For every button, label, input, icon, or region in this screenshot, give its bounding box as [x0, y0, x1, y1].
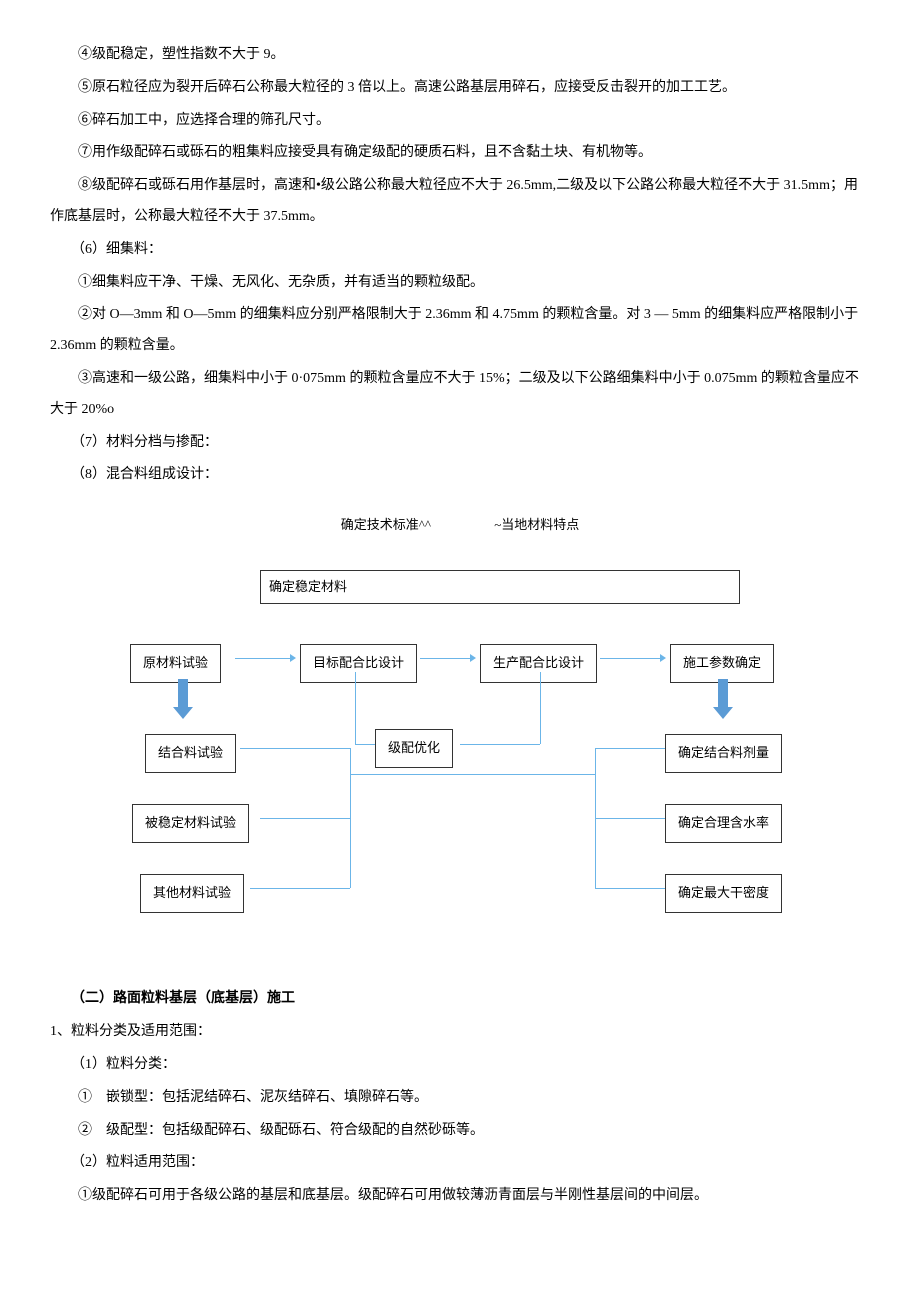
flowchart-container: 原材料试验 目标配合比设计 生产配合比设计 施工参数确定 结合料试验 级配优化 … [120, 644, 800, 944]
paragraph-6-1: ①细集料应干净、干燥、无风化、无杂质，并有适当的颗粒级配。 [50, 268, 870, 299]
diagram-stable-material-box: 确定稳定材料 [260, 570, 740, 605]
flowchart-line-mid-right-r4 [595, 888, 665, 889]
paragraph-6-3: ③高速和一级公路，细集料中小于 0·075mm 的颗粒含量应不大于 15%；二级… [50, 364, 870, 426]
flowchart-line-mid-left-r4 [250, 888, 350, 889]
section-2-s4: ② 级配型：包括级配碎石、级配砾石、符合级配的自然砂砾等。 [50, 1116, 870, 1147]
flowchart-box-determine-water-content: 确定合理含水率 [665, 804, 782, 843]
flowchart-down-arrow-left [175, 679, 191, 719]
flowchart-box-determine-binder-dose: 确定结合料剂量 [665, 734, 782, 773]
flowchart-line-mid-right-r2 [595, 748, 665, 749]
diagram-header-right: ~当地材料特点 [494, 511, 579, 540]
flowchart-line-mid-connect [350, 774, 595, 775]
paragraph-6-2: ②对 O—3mm 和 O—5mm 的细集料应分别严格限制大于 2.36mm 和 … [50, 300, 870, 362]
flowchart-line-mid-right-r3 [595, 818, 665, 819]
flowchart-line-b2-down [355, 672, 356, 744]
section-2-s3: ① 嵌锁型：包括泥结碎石、泥灰结碎石、填隙碎石等。 [50, 1083, 870, 1114]
paragraph-5: ⑤原石粒径应为裂开后碎石公称最大粒径的 3 倍以上。高速公路基层用碎石，应接受反… [50, 73, 870, 104]
flowchart-line-b3-h [460, 744, 540, 745]
paragraph-7: ⑦用作级配碎石或砾石的粗集料应接受具有确定级配的硬质石料，且不含黏土块、有机物等… [50, 138, 870, 169]
flowchart-box-raw-material-test: 原材料试验 [130, 644, 221, 683]
flowchart-arrow-1-2 [235, 658, 290, 659]
flowchart-line-mid-left-r3 [260, 818, 350, 819]
flowchart-box-production-mix-design: 生产配合比设计 [480, 644, 597, 683]
flowchart-box-gradation-opt: 级配优化 [375, 729, 453, 768]
section-2-s2: （1）粒料分类： [50, 1050, 870, 1081]
flowchart-box-target-mix-design: 目标配合比设计 [300, 644, 417, 683]
section-2-s1: 1、粒料分类及适用范围： [50, 1017, 870, 1048]
diagram-header-text: 确定技术标准^^ ~当地材料特点 [50, 511, 870, 540]
paragraph-4: ④级配稳定，塑性指数不大于 9。 [50, 40, 870, 71]
paragraph-8: ⑧级配碎石或砾石用作基层时，高速和•级公路公称最大粒径应不大于 26.5mm,二… [50, 171, 870, 233]
flowchart-box-other-material-test: 其他材料试验 [140, 874, 244, 913]
flowchart-line-b2-h [355, 744, 375, 745]
section-2-s6: ①级配碎石可用于各级公路的基层和底基层。级配碎石可用做较薄沥青面层与半刚性基层间… [50, 1181, 870, 1212]
flowchart-line-mid-v [350, 748, 351, 888]
paragraph-6: ⑥碎石加工中，应选择合理的筛孔尺寸。 [50, 106, 870, 137]
flowchart-down-arrow-right [715, 679, 731, 719]
paragraph-section-7: （7）材料分档与掺配： [50, 428, 870, 459]
flowchart-line-b3-down [540, 672, 541, 744]
section-2-title: （二）路面粒料基层（底基层）施工 [50, 984, 870, 1015]
flowchart-box-determine-max-density: 确定最大干密度 [665, 874, 782, 913]
paragraph-section-8: （8）混合料组成设计： [50, 460, 870, 491]
diagram-header-left: 确定技术标准^^ [341, 511, 431, 540]
section-2-s5: （2）粒料适用范围： [50, 1148, 870, 1179]
flowchart-box-binder-test: 结合料试验 [145, 734, 236, 773]
flowchart-arrow-3-4 [600, 658, 660, 659]
paragraph-section-6: （6）细集料： [50, 235, 870, 266]
flowchart-arrow-2-3 [420, 658, 470, 659]
flowchart-line-mid-left-r2 [240, 748, 350, 749]
flowchart-box-construction-params: 施工参数确定 [670, 644, 774, 683]
flowchart-box-stabilized-material-test: 被稳定材料试验 [132, 804, 249, 843]
